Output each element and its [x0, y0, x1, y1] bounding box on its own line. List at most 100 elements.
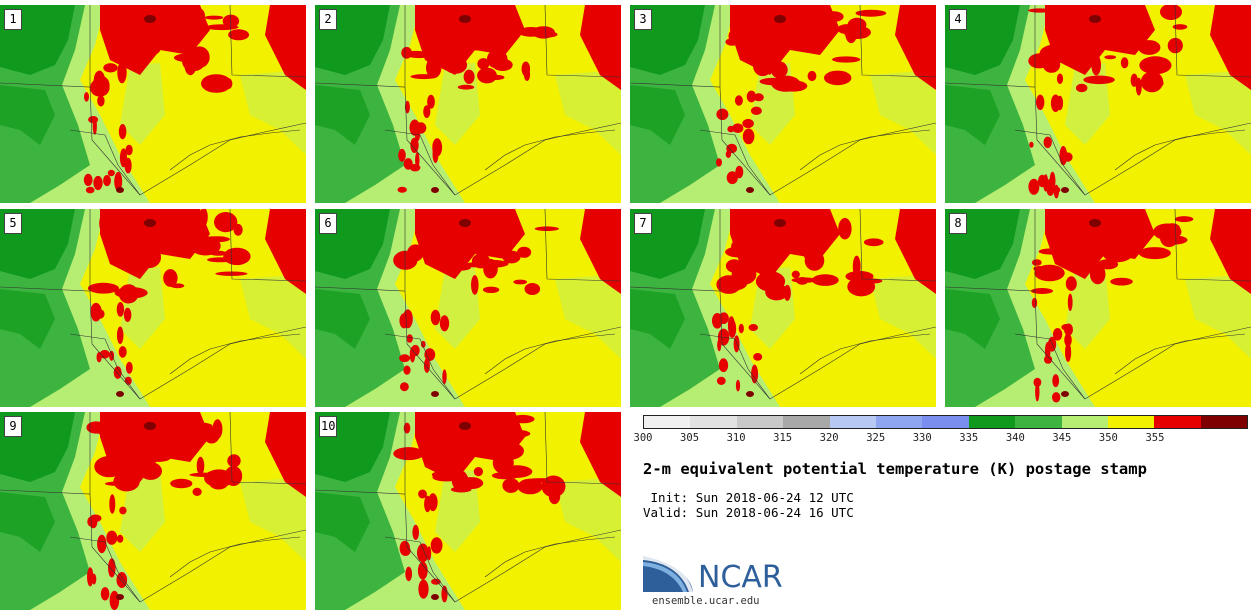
moist-cell [100, 587, 110, 601]
moist-cell [471, 253, 491, 269]
moist-cell [1140, 71, 1164, 93]
extreme-cell [144, 219, 156, 227]
coastline [1114, 333, 1246, 375]
moist-cell [432, 145, 439, 163]
map-panel-9: 9 [0, 412, 306, 610]
moist-cell [1043, 136, 1052, 148]
state-border [1174, 5, 1251, 78]
moist-cell [1052, 328, 1063, 341]
state-border [404, 290, 456, 400]
moist-cell [410, 137, 419, 153]
colorbar-segment [829, 416, 876, 428]
moist-cell [748, 324, 758, 331]
extreme-cell [116, 187, 124, 193]
moist-cell [190, 236, 221, 256]
moist-cell [452, 434, 485, 446]
figure-title: 2-m equivalent potential temperature (K)… [643, 460, 1147, 478]
moist-cell [409, 164, 421, 172]
moist-cell [717, 339, 722, 352]
moist-cell [185, 422, 213, 430]
moist-cell [164, 210, 177, 227]
moist-cell [485, 23, 514, 38]
moist-cell [741, 230, 758, 247]
moist-cell [792, 210, 818, 223]
moist-cell [1091, 54, 1101, 76]
valid-line: Valid: Sun 2018-06-24 16 UTC [643, 505, 854, 520]
moist-cell [432, 473, 461, 482]
moist-cell [450, 486, 472, 493]
moist-cell [104, 481, 131, 486]
moist-cell [517, 246, 532, 258]
moist-cell [1045, 178, 1055, 196]
moist-cell [1036, 94, 1045, 111]
moist-cell [1138, 40, 1161, 55]
moist-cell [517, 478, 543, 495]
moist-cell [109, 494, 116, 514]
moist-cell [732, 123, 744, 133]
map-panel-1: 1 [0, 5, 306, 203]
moist-cell [133, 211, 162, 220]
moist-cell [403, 422, 411, 434]
colorbar-tick-label: 305 [680, 432, 700, 444]
moist-cell [1089, 263, 1106, 285]
moist-cell [1129, 8, 1143, 19]
moist-cell [91, 311, 101, 322]
moist-cell [1160, 228, 1179, 248]
moist-cell [417, 561, 428, 580]
state-border [89, 290, 141, 400]
moist-cell [1028, 178, 1040, 195]
panel-number-label: 5 [4, 213, 22, 234]
state-border [404, 86, 456, 196]
moist-cell [712, 313, 723, 329]
dry-region-dark [630, 85, 685, 145]
moist-cell [139, 462, 162, 480]
moist-cell [534, 226, 559, 231]
moist-cell [548, 488, 561, 505]
moist-cell [423, 105, 431, 118]
moist-cell [1160, 5, 1182, 20]
colorbar-segment [783, 416, 830, 428]
moist-cell [767, 240, 775, 252]
moist-cell [743, 20, 766, 41]
moist-cell [129, 220, 145, 242]
coastline [799, 333, 931, 375]
moist-cell [473, 467, 483, 477]
moist-cell [510, 414, 535, 424]
extreme-cell [774, 15, 786, 23]
dry-region-dark [0, 492, 55, 552]
moist-cell [1065, 342, 1072, 362]
moist-cell [457, 84, 475, 90]
colorbar-segment [1061, 416, 1108, 428]
moist-cell [1120, 57, 1129, 69]
moist-cell [843, 25, 871, 39]
moist-cell [224, 466, 243, 486]
colorbar-tick-labels: 300 305 310 315 320 325 330 335 340 345 350 355 [634, 432, 1248, 446]
state-border [544, 209, 621, 282]
moist-cell [502, 250, 521, 264]
dry-patch-east [240, 274, 306, 359]
moist-cell [427, 94, 435, 109]
coastline [1114, 129, 1246, 171]
moist-cell [1067, 293, 1073, 311]
colorbar-tick-label: 335 [959, 432, 979, 444]
moist-cell [746, 90, 757, 103]
moist-cell [524, 283, 541, 295]
moist-cell [1061, 324, 1071, 331]
state-border [89, 86, 141, 196]
moist-cell [1104, 55, 1117, 60]
moist-cell [716, 376, 726, 385]
moist-cell [407, 53, 431, 59]
moist-cell [411, 344, 420, 357]
moist-cell [741, 6, 768, 17]
colorbar-tick-label: 310 [726, 432, 746, 444]
moist-cell [418, 489, 427, 499]
state-border [1174, 209, 1251, 282]
colorbar-tick-label: 345 [1052, 432, 1072, 444]
moist-cell [863, 238, 884, 247]
extreme-cell [431, 594, 439, 600]
moist-cell [726, 143, 738, 154]
panel-number-label: 6 [319, 213, 337, 234]
moist-cell [130, 256, 139, 264]
moist-cell [513, 279, 527, 285]
moist-cell [130, 454, 147, 461]
